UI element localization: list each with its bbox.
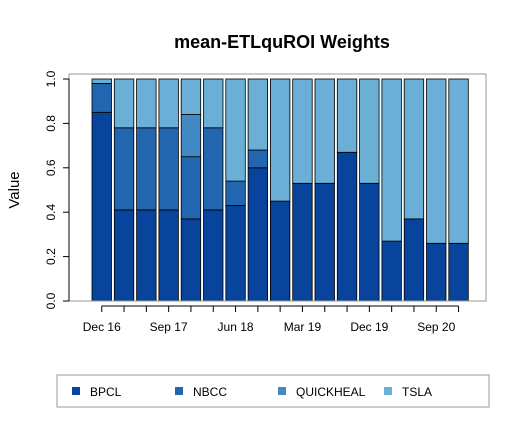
y-tick-label: 0.2	[44, 248, 58, 265]
bar-segment-bpcl	[448, 242, 469, 302]
y-tick-label: 0.6	[44, 159, 58, 176]
bar-segment-bpcl	[158, 209, 179, 302]
y-axis: 0.0 0.2 0.4 0.6 0.8 1.0	[44, 70, 70, 309]
bar-segment-bpcl	[426, 242, 447, 302]
bar-segment-nbcc	[113, 127, 135, 211]
bar-segment-bpcl	[247, 167, 269, 302]
bar-segment-nbcc	[136, 127, 157, 211]
bar-segment-quickheal	[180, 114, 202, 158]
legend-label-bpcl: BPCL	[90, 385, 122, 399]
bar-segment-nbcc	[203, 127, 224, 211]
bar-segment-bpcl	[359, 182, 380, 302]
bar-segment-tsla	[269, 78, 291, 202]
bar-segment-tsla	[247, 78, 269, 151]
bar-segment-tsla	[359, 78, 380, 184]
bar-segment-tsla	[158, 78, 179, 129]
legend: BPCL NBCC QUICKHEAL TSLA	[56, 374, 490, 408]
bar-segment-tsla	[314, 78, 335, 184]
bar-segment-nbcc	[247, 149, 269, 169]
legend-swatch-nbcc	[175, 387, 183, 395]
bar-segment-tsla	[136, 78, 157, 129]
bar-segment-tsla	[381, 78, 402, 242]
bar-segment-bpcl	[314, 182, 335, 302]
legend-label-quickheal: QUICKHEAL	[296, 385, 366, 399]
bar-segment-tsla	[91, 78, 112, 84]
bar-segment-bpcl	[225, 205, 246, 302]
bar-segment-bpcl	[381, 240, 402, 302]
bars	[91, 78, 469, 302]
y-tick-label: 0.8	[44, 115, 58, 132]
bar-segment-bpcl	[292, 182, 313, 302]
y-axis-label: Value	[6, 171, 23, 208]
legend-swatch-tsla	[384, 387, 392, 395]
y-tick-label: 0.0	[44, 292, 58, 309]
legend-label-nbcc: NBCC	[193, 385, 227, 399]
chart-title: mean-ETLquROI Weights	[174, 32, 390, 52]
bar-segment-tsla	[336, 78, 358, 153]
bar-segment-tsla	[180, 78, 202, 115]
x-tick-label: Mar 19	[284, 320, 322, 334]
bar-segment-bpcl	[403, 218, 425, 302]
bar-segment-bpcl	[180, 218, 202, 302]
y-tick-label: 1.0	[44, 70, 58, 87]
x-axis: Dec 16 Sep 17 Jun 18 Mar 19 Dec 19 Sep 20	[83, 305, 460, 334]
legend-swatch-quickheal	[278, 387, 286, 395]
x-tick-label: Sep 17	[150, 320, 188, 334]
x-tick-label: Dec 19	[350, 320, 388, 334]
legend-box	[56, 374, 490, 408]
x-tick-label: Jun 18	[218, 320, 254, 334]
bar-segment-tsla	[403, 78, 425, 220]
bar-segment-bpcl	[91, 111, 112, 302]
bar-segment-tsla	[203, 78, 224, 129]
bar-segment-tsla	[292, 78, 313, 184]
legend-swatch-bpcl	[72, 387, 80, 395]
x-tick-label: Sep 20	[417, 320, 455, 334]
bar-segment-bpcl	[269, 200, 291, 302]
bar-segment-tsla	[426, 78, 447, 244]
bar-segment-nbcc	[180, 156, 202, 220]
bar-segment-nbcc	[158, 127, 179, 211]
bar-segment-bpcl	[136, 209, 157, 302]
bar-segment-tsla	[113, 78, 135, 129]
bar-segment-bpcl	[113, 209, 135, 302]
y-tick-label: 0.4	[44, 204, 58, 221]
legend-label-tsla: TSLA	[402, 385, 432, 399]
bar-segment-bpcl	[336, 151, 358, 302]
bar-segment-nbcc	[91, 83, 112, 113]
x-tick-label: Dec 16	[83, 320, 121, 334]
bar-segment-tsla	[448, 78, 469, 244]
bar-segment-tsla	[225, 78, 246, 182]
bar-segment-bpcl	[203, 209, 224, 302]
bar-segment-nbcc	[225, 180, 246, 206]
